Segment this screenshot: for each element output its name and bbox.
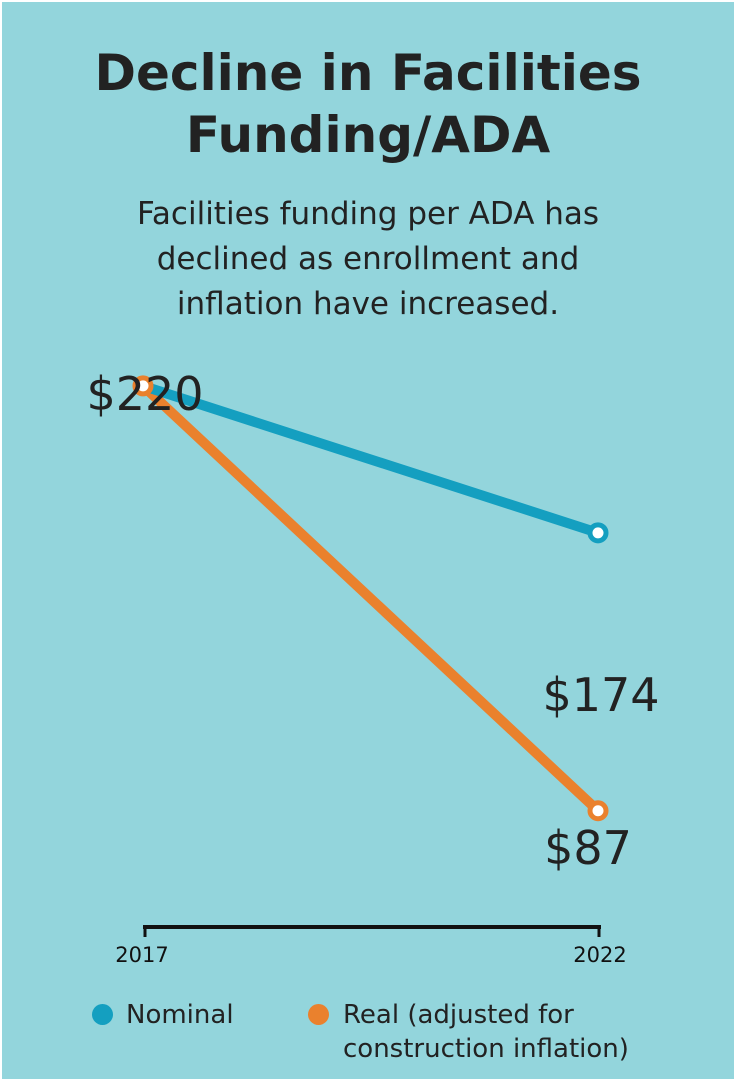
data-label-real-2022: $87 bbox=[544, 821, 632, 875]
chart-title: Decline in Facilities Funding/ADA bbox=[2, 42, 734, 166]
chart-title-line-2: Funding/ADA bbox=[185, 106, 551, 164]
chart-subtitle-line-1: Facilities funding per ADA has bbox=[136, 196, 600, 232]
x-tick-label-2022: 2022 bbox=[573, 943, 626, 967]
series-line-real bbox=[138, 380, 603, 816]
data-label-nominal-2022: $174 bbox=[542, 668, 659, 722]
series-line-nominal bbox=[138, 380, 603, 538]
data-label-start: $220 bbox=[86, 367, 203, 421]
chart-subtitle-line-3: inflation have increased. bbox=[176, 286, 560, 322]
point-real-2022 bbox=[587, 800, 609, 822]
chart-title-line-1: Decline in Facilities bbox=[94, 44, 642, 102]
chart-subtitle-line-2: declined as enrollment and bbox=[156, 241, 580, 277]
point-nominal-2022 bbox=[587, 522, 609, 544]
x-tick-label-2017: 2017 bbox=[115, 943, 168, 967]
point-real-2017 bbox=[132, 375, 154, 397]
chart-subtitle: Facilities funding per ADA has declined … bbox=[2, 192, 734, 327]
